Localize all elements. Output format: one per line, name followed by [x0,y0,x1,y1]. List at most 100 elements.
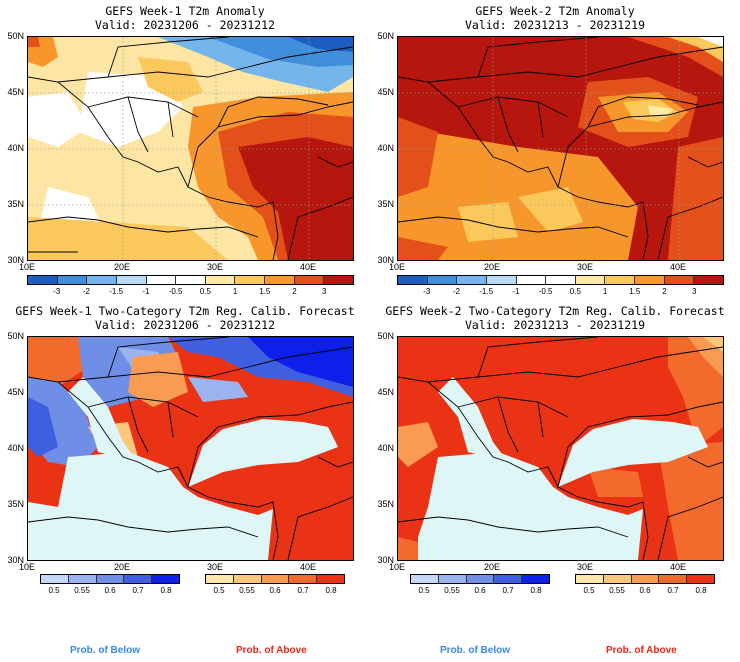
lat-label-30n: 30N [7,555,24,565]
lat-label-40n: 40N [377,143,394,153]
prob-below-colorbar-swatch [411,575,439,583]
lat-label-45n: 45N [7,87,24,97]
prob-below-colorbar-swatch [152,575,179,583]
lon-label-40e: 40E [669,262,686,272]
footer-prob-below-left: Prob. of Below [70,645,140,656]
anomaly-colorbar-label: -1.5 [479,287,494,296]
prob-below-colorbar-swatch [438,575,467,583]
prob-above-colorbar-swatch [289,575,318,583]
anomaly-colorbar-swatch [116,276,147,284]
prob-below-colorbar-swatch [494,575,523,583]
anomaly-colorbar-label: -2 [452,287,461,296]
anomaly-colorbar-swatch [265,276,295,284]
panel-title: GEFS Week-1 T2m Anomaly [105,4,265,18]
prob-below-colorbar-label: 0.8 [530,586,542,595]
lat-label-50n: 50N [7,31,24,41]
prob-above-colorbar-label: 0.55 [609,586,625,595]
anomaly-colorbar-label: 1.5 [259,287,271,296]
lat-label-40n: 40N [7,443,24,453]
prob-below-colorbar-label: 0.55 [74,586,90,595]
lon-label-10e: 10E [18,262,35,272]
anomaly-colorbar [27,275,354,285]
prob-below-colorbar-label: 0.7 [132,586,144,595]
prob-above-colorbar-swatch [317,575,344,583]
panel-week1-probability: GEFS Week-1 Two-Category T2m Reg. Calib.… [0,300,370,600]
anomaly-colorbar-label: -1.5 [109,287,124,296]
anomaly-colorbar-swatch [146,276,177,284]
lon-label-10e: 10E [388,562,405,572]
panel-week2-anomaly: GEFS Week-2 T2m Anomaly Valid: 20231213 … [370,0,740,300]
anomaly-colorbar-swatch [324,276,354,284]
lat-label-50n: 50N [377,331,394,341]
prob-above-colorbar-label: 0.7 [297,586,309,595]
panel-valid-dates: Valid: 20231206 - 20231212 [94,18,275,32]
anomaly-colorbar [397,275,724,285]
map-week1-anomaly [27,36,354,261]
prob-above-colorbar-swatch [603,575,632,583]
prob-below-colorbar-label: 0.7 [502,586,514,595]
prob-below-colorbar-label: 0.55 [444,586,460,595]
anomaly-colorbar-label: -2 [82,287,91,296]
prob-above-colorbar-swatch [233,575,262,583]
anomaly-colorbar-swatch [486,276,517,284]
prob-below-colorbar [410,574,550,584]
lat-label-30n: 30N [7,255,24,265]
anomaly-colorbar-label: 1 [232,287,238,296]
prob-above-colorbar-swatch [631,575,660,583]
prob-above-colorbar-swatch [659,575,688,583]
lat-label-35n: 35N [7,499,24,509]
map-week1-probability [27,336,354,561]
lat-label-45n: 45N [7,387,24,397]
prob-above-colorbar-label: 0.8 [325,586,337,595]
panel-week1-anomaly: GEFS Week-1 T2m Anomaly Valid: 20231206 … [0,0,370,300]
lat-label-30n: 30N [377,255,394,265]
anomaly-colorbar-swatch [57,276,88,284]
lat-label-40n: 40N [377,443,394,453]
anomaly-colorbar-swatch [235,276,266,284]
lat-label-50n: 50N [7,331,24,341]
anomaly-colorbar-swatch [294,276,325,284]
lon-label-20e: 20E [113,562,130,572]
lon-label-40e: 40E [299,262,316,272]
anomaly-colorbar-swatch [575,276,606,284]
lon-label-30e: 30E [576,562,593,572]
prob-below-colorbar-label: 0.5 [418,586,430,595]
prob-above-colorbar-swatch [687,575,714,583]
prob-above-colorbar-swatch [261,575,290,583]
prob-below-colorbar-label: 0.6 [474,586,486,595]
anomaly-colorbar-label: 2 [292,287,297,296]
anomaly-colorbar-swatch [546,276,576,284]
lat-label-45n: 45N [377,87,394,97]
prob-above-colorbar-label: 0.7 [667,586,679,595]
prob-below-colorbar-label: 0.6 [104,586,116,595]
lat-label-35n: 35N [377,499,394,509]
footer-prob-above-right: Prob. of Above [606,645,677,656]
lat-label-35n: 35N [377,199,394,209]
anomaly-colorbar-label: -3 [423,287,431,296]
panel-week2-probability: GEFS Week-2 Two-Category T2m Reg. Calib.… [370,300,740,600]
prob-above-colorbar-label: 0.5 [213,586,225,595]
anomaly-colorbar-label: 3 [322,287,327,296]
map-week2-probability [397,336,724,561]
panel-valid-dates: Valid: 20231213 - 20231219 [464,18,645,32]
anomaly-colorbar-label: -3 [53,287,61,296]
prob-below-colorbar-label: 0.5 [48,586,60,595]
lat-label-50n: 50N [377,31,394,41]
prob-above-colorbar [575,574,715,584]
prob-below-colorbar-swatch [522,575,549,583]
lon-label-30e: 30E [206,262,223,272]
panel-title: GEFS Week-2 Two-Category T2m Reg. Calib.… [385,304,725,318]
anomaly-colorbar-swatch [457,276,487,284]
anomaly-colorbar-swatch [28,276,58,284]
prob-above-colorbar-label: 0.55 [239,586,255,595]
panel-title: GEFS Week-2 T2m Anomaly [475,4,635,18]
anomaly-colorbar-swatch [205,276,236,284]
prob-above-colorbar-label: 0.6 [269,586,281,595]
anomaly-colorbar-swatch [176,276,206,284]
lon-label-20e: 20E [483,262,500,272]
anomaly-colorbar-label: -1 [512,287,520,296]
anomaly-colorbar-swatch [694,276,724,284]
anomaly-colorbar-label: 1 [602,287,608,296]
anomaly-colorbar-label: 2 [662,287,667,296]
lon-label-10e: 10E [388,262,405,272]
